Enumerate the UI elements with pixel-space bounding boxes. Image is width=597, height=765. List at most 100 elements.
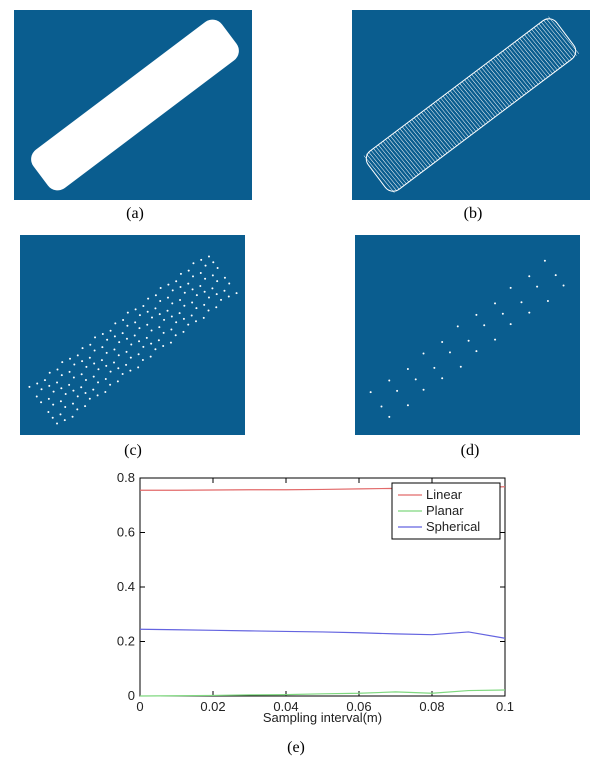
point xyxy=(468,340,470,342)
y-tick-label: 0.4 xyxy=(117,579,135,594)
point xyxy=(154,348,156,350)
point xyxy=(130,357,132,359)
point xyxy=(118,354,120,356)
point xyxy=(125,364,127,366)
point xyxy=(163,332,165,334)
point xyxy=(146,337,148,339)
legend-label: Spherical xyxy=(426,519,480,534)
point xyxy=(97,381,99,383)
point xyxy=(130,344,132,346)
point xyxy=(171,302,173,304)
point xyxy=(159,300,161,302)
point xyxy=(77,354,79,356)
point xyxy=(423,389,425,391)
point xyxy=(179,286,181,288)
point xyxy=(94,336,96,338)
point xyxy=(160,287,162,289)
point xyxy=(85,392,87,394)
point xyxy=(187,324,189,326)
point xyxy=(101,359,103,361)
caption-a: (a) xyxy=(126,205,144,222)
caption-e: (e) xyxy=(287,739,305,756)
point xyxy=(93,363,95,365)
point xyxy=(396,390,398,392)
point xyxy=(72,403,74,405)
point xyxy=(150,343,152,345)
point xyxy=(84,405,86,407)
point xyxy=(76,408,78,410)
point xyxy=(167,284,169,286)
point xyxy=(172,289,174,291)
point xyxy=(48,398,50,400)
point xyxy=(129,370,131,372)
point xyxy=(28,386,30,388)
point xyxy=(158,326,160,328)
point xyxy=(200,272,202,274)
point xyxy=(170,329,172,331)
point xyxy=(228,296,230,298)
point xyxy=(147,311,149,313)
point xyxy=(182,331,184,333)
point xyxy=(208,310,210,312)
point xyxy=(137,366,139,368)
point xyxy=(81,373,83,375)
point xyxy=(69,371,71,373)
point xyxy=(139,314,141,316)
point xyxy=(56,422,58,424)
point xyxy=(494,302,496,304)
panel-d xyxy=(355,235,580,435)
point xyxy=(60,400,62,402)
point xyxy=(433,367,435,369)
point xyxy=(208,296,210,298)
x-tick-label: 0.08 xyxy=(419,699,444,714)
point xyxy=(150,356,152,358)
point xyxy=(216,280,218,282)
point xyxy=(380,405,382,407)
point xyxy=(167,297,169,299)
point xyxy=(126,351,128,353)
point xyxy=(85,379,87,381)
point xyxy=(224,277,226,279)
point xyxy=(192,262,194,264)
y-tick-label: 0.8 xyxy=(117,470,135,485)
point xyxy=(40,401,42,403)
point xyxy=(170,342,172,344)
point xyxy=(407,404,409,406)
point xyxy=(59,413,61,415)
point xyxy=(102,333,104,335)
caption-c: (c) xyxy=(124,442,142,459)
point xyxy=(441,341,443,343)
point xyxy=(77,395,79,397)
point xyxy=(134,321,136,323)
point xyxy=(135,308,137,310)
point xyxy=(407,368,409,370)
point xyxy=(180,273,182,275)
point xyxy=(520,301,522,303)
point xyxy=(122,332,124,334)
point xyxy=(183,305,185,307)
point xyxy=(89,344,91,346)
point xyxy=(162,345,164,347)
point xyxy=(441,377,443,379)
point xyxy=(544,260,546,262)
point xyxy=(510,287,512,289)
y-tick-label: 0 xyxy=(128,688,135,703)
x-tick-label: 0 xyxy=(136,699,143,714)
point xyxy=(191,301,193,303)
point xyxy=(89,398,91,400)
point xyxy=(195,320,197,322)
point xyxy=(142,346,144,348)
x-tick-label: 0.02 xyxy=(200,699,225,714)
point xyxy=(415,378,417,380)
point xyxy=(110,371,112,373)
point xyxy=(48,385,50,387)
point xyxy=(36,382,38,384)
point xyxy=(212,261,214,263)
point xyxy=(134,334,136,336)
point xyxy=(104,391,106,393)
point xyxy=(171,315,173,317)
point xyxy=(159,313,161,315)
point xyxy=(138,353,140,355)
point xyxy=(122,373,124,375)
point xyxy=(56,382,58,384)
